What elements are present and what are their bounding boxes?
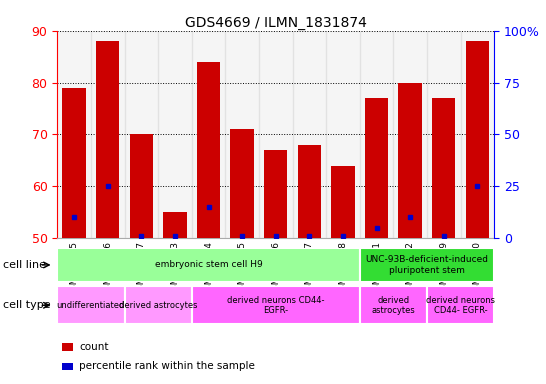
Bar [96,41,120,238]
Bar [259,31,293,238]
Title: GDS4669 / ILMN_1831874: GDS4669 / ILMN_1831874 [185,16,367,30]
Text: count: count [79,342,109,352]
Bar [57,286,124,324]
Text: cell line: cell line [3,260,46,270]
Bar [326,31,360,238]
Bar [158,31,192,238]
Bar [460,31,494,238]
Bar [197,62,220,238]
Text: undifferentiated: undifferentiated [57,301,125,310]
Bar [293,31,326,238]
Bar [298,145,321,238]
Bar [163,212,187,238]
Text: UNC-93B-deficient-induced
pluripotent stem: UNC-93B-deficient-induced pluripotent st… [365,255,489,275]
Bar [427,286,494,324]
Bar [62,88,86,238]
Bar [91,31,124,238]
Bar [192,286,360,324]
Bar [331,166,355,238]
Bar [225,31,259,238]
Text: derived
astrocytes: derived astrocytes [371,296,415,315]
Bar [62,362,73,370]
Text: cell type: cell type [3,300,50,310]
Bar [57,31,91,238]
Bar [365,98,388,238]
Bar [57,248,360,282]
Bar [360,248,494,282]
Bar [129,134,153,238]
Bar [124,31,158,238]
Bar [360,31,393,238]
Bar [192,31,225,238]
Text: derived neurons CD44-
EGFR-: derived neurons CD44- EGFR- [227,296,324,315]
Bar [393,31,427,238]
Bar [399,83,422,238]
Bar [230,129,254,238]
Text: derived neurons
CD44- EGFR-: derived neurons CD44- EGFR- [426,296,495,315]
Text: percentile rank within the sample: percentile rank within the sample [79,361,255,371]
Bar [432,98,455,238]
Bar [62,343,73,351]
Bar [466,41,489,238]
Text: derived astrocytes: derived astrocytes [119,301,198,310]
Bar [124,286,192,324]
Bar [264,150,288,238]
Bar [427,31,460,238]
Text: embryonic stem cell H9: embryonic stem cell H9 [155,260,263,270]
Bar [360,286,427,324]
